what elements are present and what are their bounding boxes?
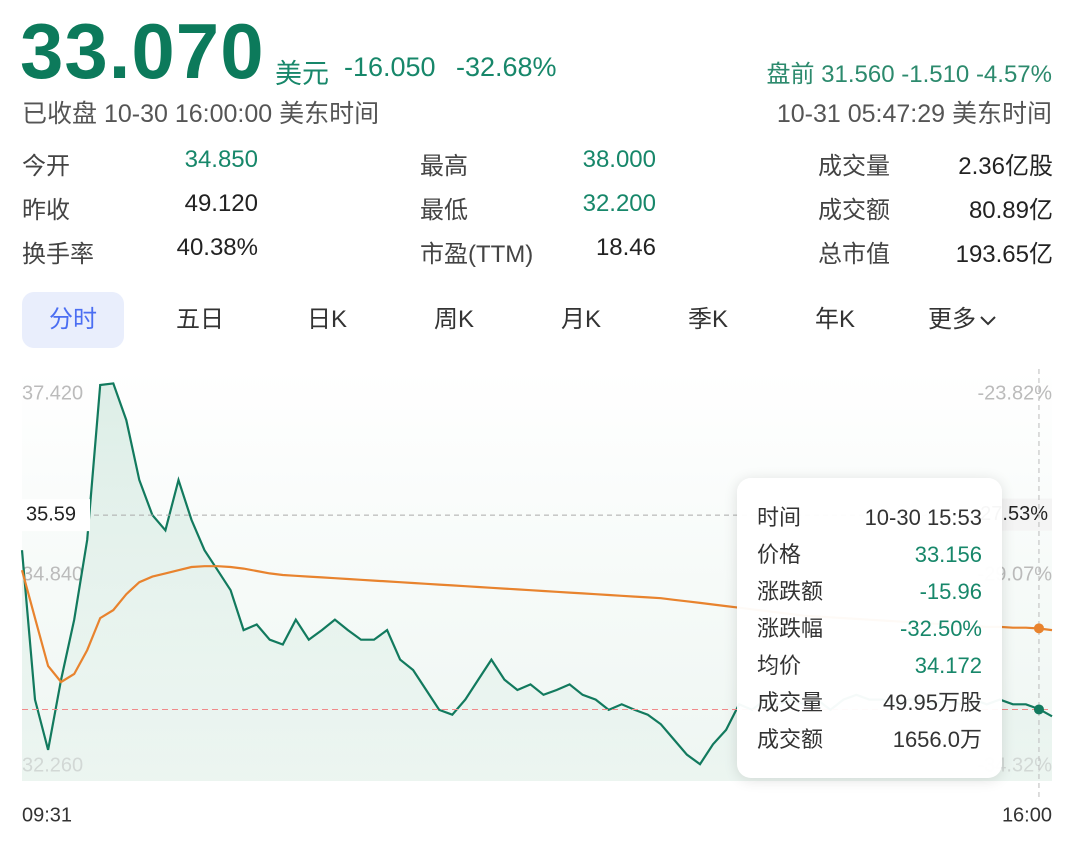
tooltip-row: 涨跌额 -15.96 (757, 574, 982, 610)
tooltip-value: 49.95万股 (882, 690, 982, 715)
tab[interactable]: 年K (814, 306, 855, 333)
x-tick-label: 16:00 (1002, 804, 1052, 826)
tab[interactable]: 五日 (176, 306, 224, 333)
stat-label: 最低 (420, 197, 468, 224)
tab[interactable]: 日K (306, 306, 347, 333)
premarket-time: 10-31 05:47:29 美东时间 (776, 100, 1052, 128)
tooltip-value: 10-30 15:53 (864, 505, 982, 530)
stat-value: 80.89亿 (968, 197, 1053, 224)
stat-value: 193.65亿 (955, 241, 1053, 268)
tooltip-label: 成交额 (757, 727, 824, 752)
avg-dot (1033, 623, 1044, 634)
price: 33.070 (20, 7, 265, 95)
stat-value: 34.850 (184, 146, 258, 173)
reference-label-bg (22, 499, 90, 532)
tab[interactable]: 分时 (22, 292, 124, 348)
currency: 美元 (275, 59, 329, 89)
stat-label: 总市值 (818, 241, 890, 268)
tooltip-label: 均价 (757, 653, 802, 678)
change: -16.050 (344, 52, 436, 82)
stat-value: 32.200 (582, 190, 656, 217)
stat-value: 49.120 (184, 190, 258, 217)
stat-value: 18.46 (595, 234, 656, 261)
tooltip-label: 价格 (757, 542, 802, 567)
stat-value: 40.38% (176, 234, 258, 261)
x-tick-label: 09:31 (22, 804, 72, 826)
tooltip-row: 成交额 1656.0万 (757, 722, 982, 758)
status: 已收盘 10-30 16:00:00 美东时间 (22, 100, 380, 128)
stat-label: 市盈(TTM) (420, 241, 534, 268)
tab[interactable]: 月K (560, 306, 601, 333)
premarket: 盘前 31.560 -1.510 -4.57% (766, 61, 1052, 88)
y-tick-label: 34.840 (22, 563, 83, 585)
tooltip-value: 34.172 (914, 653, 982, 678)
tooltip-label: 涨跌额 (757, 579, 824, 604)
stat-label: 最高 (420, 153, 468, 180)
y2-tick-label: -23.82% (978, 382, 1053, 404)
y-tick-label: 37.420 (22, 382, 83, 404)
tooltip-value: -32.50% (900, 616, 982, 641)
stat-value: 2.36亿股 (958, 153, 1053, 180)
stat-label: 换手率 (22, 241, 94, 268)
change-pct: -32.68% (456, 52, 557, 82)
tooltip-row: 时间 10-30 15:53 (757, 500, 982, 536)
tooltip-label: 成交量 (757, 690, 824, 715)
tooltip-value: -15.96 (919, 579, 982, 604)
tooltip: 时间 10-30 15:53 价格 33.156 涨跌额 -15.96 涨跌幅 -32.50%… (737, 478, 1002, 778)
tab[interactable]: 周K (433, 306, 474, 333)
tooltip-row: 涨跌幅 -32.50% (757, 611, 982, 647)
stat-label: 昨收 (22, 197, 70, 224)
tooltip-row: 价格 33.156 (757, 537, 982, 573)
stat-value: 38.000 (582, 146, 656, 173)
tooltip-value: 1656.0万 (892, 727, 982, 752)
price-area (22, 383, 1052, 781)
tooltip-label: 时间 (757, 505, 802, 530)
stat-label: 成交额 (818, 197, 890, 224)
price-dot (1033, 704, 1044, 715)
tooltip-row: 成交量 49.95万股 (757, 685, 982, 721)
reference-label: 35.59 (26, 503, 76, 525)
tab[interactable]: 更多 (911, 292, 1013, 348)
tooltip-row: 均价 34.172 (757, 648, 982, 684)
stat-label: 今开 (22, 153, 70, 180)
tooltip-label: 涨跌幅 (757, 616, 824, 641)
tab[interactable]: 季K (687, 306, 728, 333)
stat-label: 成交量 (818, 153, 890, 180)
chevron (980, 315, 996, 326)
tooltip-value: 33.156 (914, 542, 982, 567)
